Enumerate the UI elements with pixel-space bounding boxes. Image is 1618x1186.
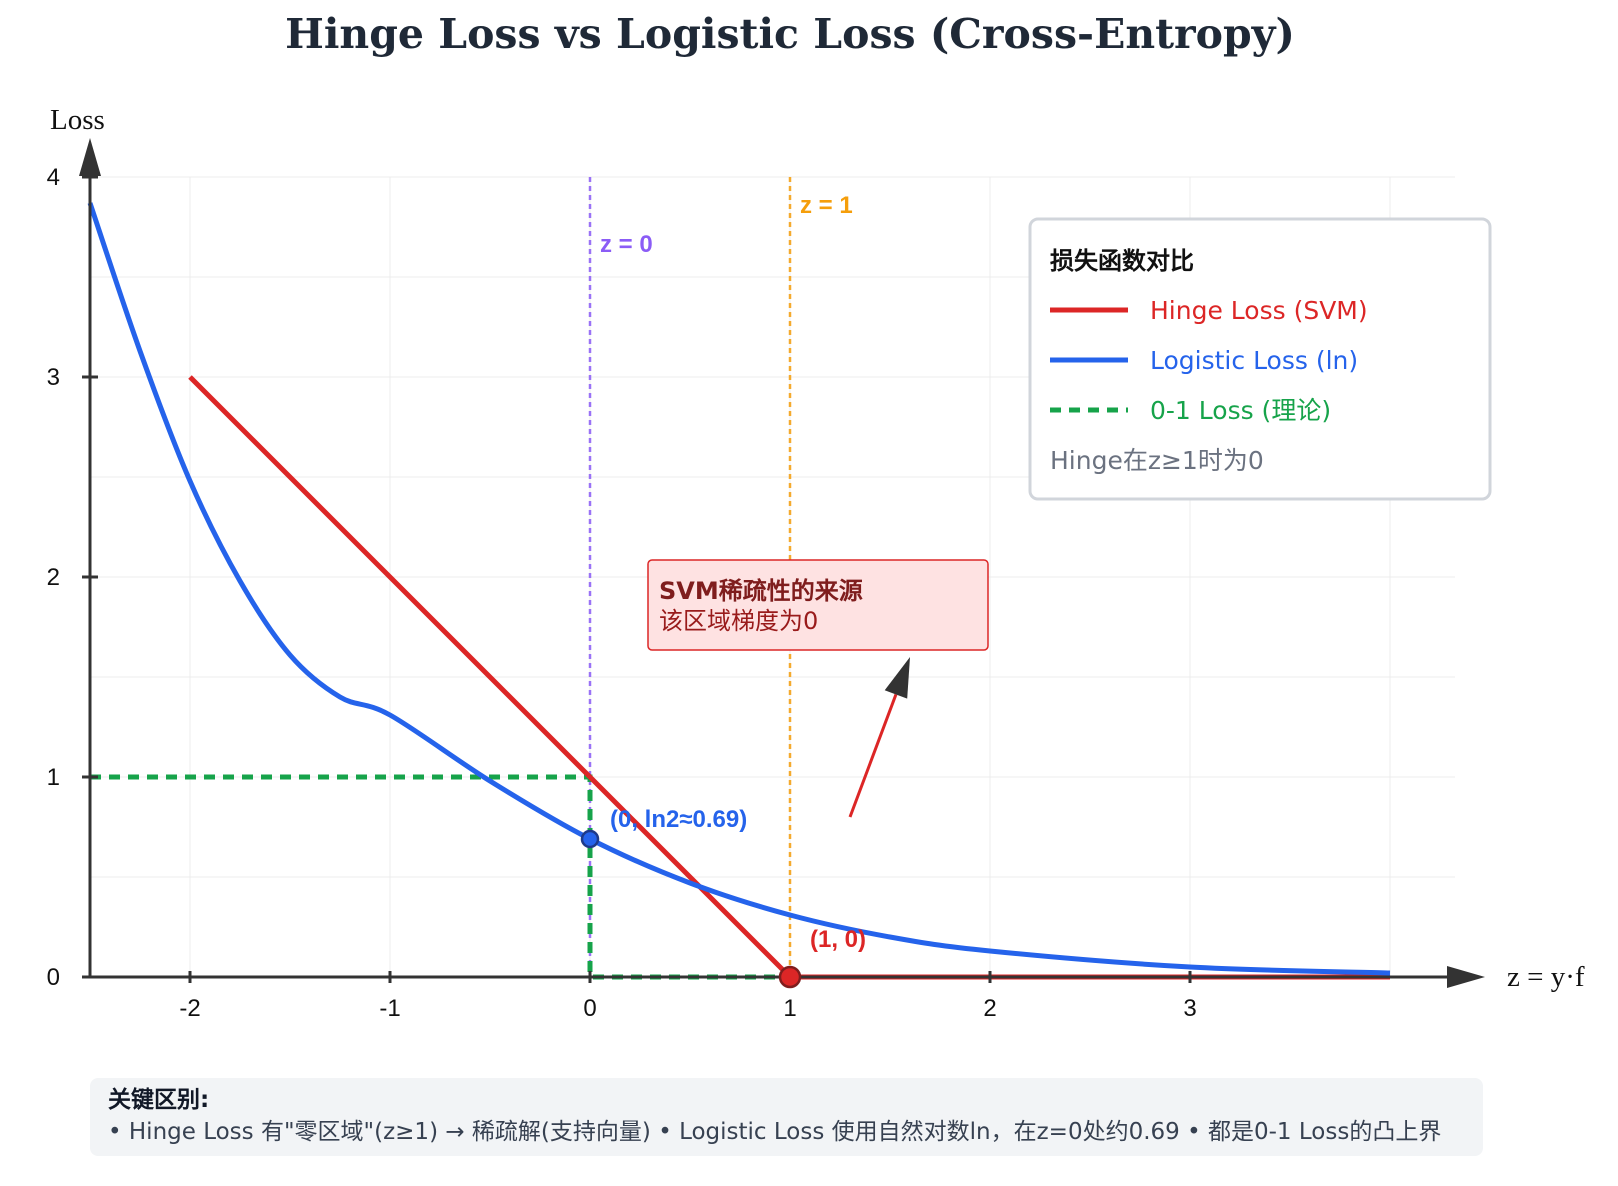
legend-box	[1028, 217, 1492, 501]
x-axis-arrow	[1447, 966, 1485, 988]
legend-item-hinge: Hinge Loss (SVM)	[1150, 296, 1368, 325]
key-differences-text: • Hinge Loss 有"零区域"(z≥1) → 稀疏解(支持向量) • L…	[108, 1119, 1442, 1145]
x-axis-label: z = y·f	[1507, 961, 1585, 993]
highlight-points: (0, ln2≈0.69) (1, 0)	[580, 806, 866, 989]
legend: 损失函数对比 Hinge Loss (SVM) Logistic Loss (l…	[1028, 217, 1492, 501]
sparsity-annotation: SVM稀疏性的来源 该区域梯度为0	[647, 559, 989, 818]
point-marker-1	[778, 965, 802, 989]
point-label-0: (0, ln2≈0.69)	[610, 806, 747, 833]
y-axis-arrow	[79, 138, 101, 176]
chart-title: Hinge Loss vs Logistic Loss (Cross-Entro…	[285, 10, 1295, 58]
x-tick-label: -1	[379, 995, 400, 1022]
axes: z = y·f Loss	[50, 104, 1585, 993]
key-differences-title: 关键区别:	[108, 1087, 210, 1113]
annotation-arrow-head	[884, 657, 910, 699]
x-tick-label: -2	[179, 995, 200, 1022]
annotation-title: SVM稀疏性的来源	[659, 577, 863, 605]
vline-label-0: z = 0	[600, 231, 653, 258]
legend-title: 损失函数对比	[1050, 247, 1194, 275]
legend-item-zero-one: 0-1 Loss (理论)	[1150, 396, 1331, 425]
annotation-text: 该区域梯度为0	[659, 607, 818, 635]
annotation-arrow	[848, 693, 898, 818]
x-tick-label: 0	[583, 995, 596, 1022]
point-marker-0	[580, 829, 600, 849]
y-tick-label: 4	[47, 164, 60, 191]
key-differences-panel: 关键区别: • Hinge Loss 有"零区域"(z≥1) → 稀疏解(支持向…	[90, 1078, 1483, 1156]
y-tick-label: 2	[47, 564, 60, 591]
legend-item-logistic: Logistic Loss (ln)	[1150, 346, 1358, 375]
ticks: -2 -1 0 1 2 3 0 1 2 3 4	[47, 164, 1197, 1022]
y-tick-label: 1	[47, 764, 60, 791]
legend-note: Hinge在z≥1时为0	[1050, 446, 1264, 475]
series-zero-one-loss	[90, 774, 1390, 980]
series-logistic-loss	[87, 202, 1391, 976]
x-tick-label: 1	[783, 995, 796, 1022]
point-label-1: (1, 0)	[810, 926, 866, 953]
x-tick-label: 3	[1183, 995, 1196, 1022]
y-axis-label: Loss	[50, 104, 105, 136]
y-tick-label: 0	[47, 964, 60, 991]
y-tick-label: 3	[47, 364, 60, 391]
x-tick-label: 2	[983, 995, 996, 1022]
vline-label-1: z = 1	[800, 192, 853, 219]
annotation-box	[647, 559, 989, 651]
